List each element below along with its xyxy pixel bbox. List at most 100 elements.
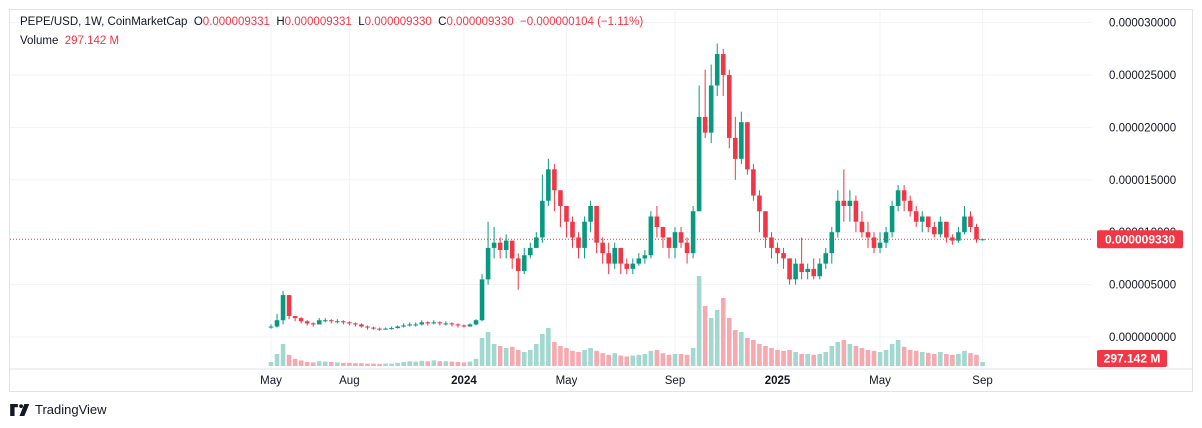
candle-body xyxy=(624,263,630,269)
candle xyxy=(835,190,841,238)
candle-body xyxy=(322,320,328,322)
candle-body xyxy=(787,258,792,280)
candle-body xyxy=(280,295,286,321)
candle xyxy=(479,274,485,322)
volume-bar xyxy=(829,346,835,366)
candle-body xyxy=(419,322,425,325)
candle-body xyxy=(739,122,744,159)
candle xyxy=(974,223,979,243)
price-tick-label: 0.000000000 xyxy=(1109,332,1176,344)
candle xyxy=(642,250,648,264)
volume-bar xyxy=(847,344,853,366)
time-tick-label: May xyxy=(556,375,578,387)
candle-body xyxy=(733,137,738,159)
volume-bar xyxy=(793,352,798,366)
candle xyxy=(419,320,425,326)
volume-bar xyxy=(913,350,919,366)
volume-bar xyxy=(726,318,732,366)
volume-bar xyxy=(889,344,895,366)
volume-bar xyxy=(540,334,545,366)
candle-body xyxy=(817,263,823,277)
volume-bar xyxy=(968,353,973,366)
candle xyxy=(708,64,714,144)
volume-bar xyxy=(413,361,419,366)
candle xyxy=(636,253,642,266)
candle-body xyxy=(304,321,310,324)
volume-bar xyxy=(745,338,750,366)
candle-body xyxy=(515,258,521,271)
volume-bar xyxy=(467,361,473,366)
candle xyxy=(280,290,286,325)
candle xyxy=(829,226,835,264)
candle xyxy=(503,234,509,259)
candle-body xyxy=(775,247,780,254)
volume-bar xyxy=(461,362,467,366)
candle-body xyxy=(938,221,943,235)
candle-body xyxy=(473,320,479,325)
volume-bar xyxy=(835,342,841,366)
candle-body xyxy=(974,226,979,240)
candle-body xyxy=(823,253,829,264)
candle xyxy=(347,321,352,326)
volume-bar xyxy=(618,355,624,366)
candle-body xyxy=(521,255,527,271)
volume-bar xyxy=(395,362,400,366)
volume-bar xyxy=(515,350,521,366)
candle-body xyxy=(558,190,563,206)
candle xyxy=(485,221,491,285)
candle xyxy=(919,211,925,233)
tradingview-logo[interactable]: TradingView xyxy=(10,402,107,417)
candle xyxy=(684,237,690,264)
candle-body xyxy=(353,323,358,325)
volume-bar xyxy=(757,344,762,366)
candle xyxy=(733,116,738,180)
volume-bar xyxy=(666,354,672,366)
low-label: L xyxy=(358,16,365,28)
volume-bar xyxy=(708,318,714,366)
candle xyxy=(286,295,292,320)
candle-body xyxy=(552,169,557,191)
volume-label[interactable]: Volume xyxy=(20,35,59,47)
candle-body xyxy=(341,321,346,323)
candle-body xyxy=(811,268,816,277)
candle xyxy=(594,206,599,254)
price-tick-label: 0.000015000 xyxy=(1109,175,1176,187)
candle xyxy=(310,322,316,327)
volume-bar xyxy=(925,352,931,366)
candle-body xyxy=(509,240,515,259)
volume-bar xyxy=(956,354,961,366)
volume-bar xyxy=(636,354,642,366)
volume-bar xyxy=(781,350,786,366)
candle xyxy=(588,200,593,233)
candle-body xyxy=(497,242,503,251)
candle xyxy=(666,237,672,259)
candle xyxy=(889,200,895,238)
volume-bar xyxy=(877,352,883,366)
candle xyxy=(968,211,973,233)
symbol-label[interactable]: PEPE/USD, 1W, CoinMarketCap xyxy=(20,16,188,28)
candle xyxy=(461,324,467,328)
volume-bar xyxy=(859,348,865,366)
candle xyxy=(763,211,768,248)
candlestick-chart[interactable]: 0.000030000 0.000025000 0.000020000 0.00001… xyxy=(10,10,1192,391)
volume-bar xyxy=(576,352,581,366)
volume-bar xyxy=(769,348,774,366)
candle-body xyxy=(835,200,841,233)
candle xyxy=(962,206,967,235)
volume-bar xyxy=(377,364,382,366)
candle xyxy=(907,195,913,217)
candle xyxy=(473,319,479,326)
candle xyxy=(913,206,919,227)
volume-bar xyxy=(690,348,696,366)
volume-bar xyxy=(401,362,406,366)
candle-body xyxy=(467,324,473,327)
candle xyxy=(268,324,274,329)
candle xyxy=(540,174,545,243)
candle xyxy=(407,322,412,327)
candle-body xyxy=(642,255,648,259)
candle-body xyxy=(660,226,666,238)
candle xyxy=(377,327,382,331)
candle-body xyxy=(726,75,732,138)
candle xyxy=(437,321,443,326)
candle-body xyxy=(582,221,587,248)
